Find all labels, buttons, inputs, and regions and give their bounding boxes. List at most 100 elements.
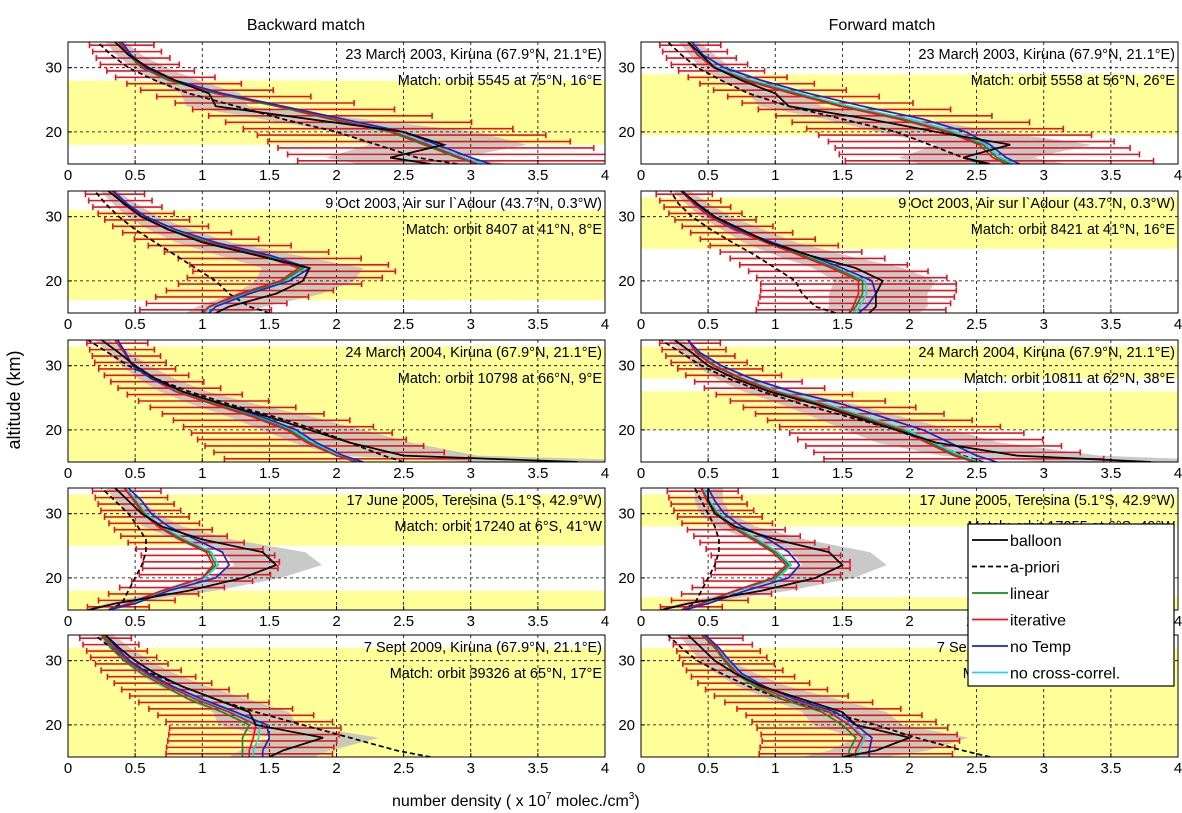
x-tick-label: 0.5	[125, 465, 146, 482]
x-tick-label: 0.5	[125, 167, 146, 184]
x-axis-label-exp: 7	[546, 791, 552, 802]
series-line-no-temp	[113, 191, 312, 313]
y-tick-label: 20	[45, 570, 62, 587]
x-tick-label: 1.5	[259, 167, 280, 184]
x-tick-label: 3.5	[527, 167, 548, 184]
x-tick-label: 1.5	[832, 613, 853, 630]
x-tick-label: 2.5	[966, 760, 987, 777]
x-tick-label: 2	[332, 613, 340, 630]
x-tick-label: 2	[332, 760, 340, 777]
panel-annotation-match: Match: orbit 5558 at 56°N, 26°E	[971, 73, 1176, 89]
legend-label: linear	[1010, 586, 1050, 603]
series-line-iterative	[702, 635, 864, 757]
panel-plot-area	[68, 488, 605, 610]
panel-plot-area	[68, 340, 605, 462]
panel-forward-1: 0 0.5 1 1.5 2 2.5 3 3.5 4 20 30 23 March 2003, Kiru…	[618, 41, 1182, 184]
series-line-a-priori	[101, 488, 147, 610]
x-tick-label: 1	[771, 613, 779, 630]
y-tick-label: 20	[45, 717, 62, 734]
series-line-iterative	[687, 42, 1007, 164]
x-tick-label: 1	[198, 465, 206, 482]
x-tick-label: 3.5	[1100, 167, 1121, 184]
x-tick-label: 0.5	[698, 760, 719, 777]
x-tick-label: 3.5	[527, 316, 548, 333]
x-tick-label: 3.5	[1100, 316, 1121, 333]
series-line-iterative	[108, 488, 215, 610]
panel-forward-3: 0 0.5 1 1.5 2 2.5 3 3.5 4 20 30 24 March 2004, Kiru…	[618, 339, 1182, 482]
highlight-band	[68, 590, 605, 610]
y-tick-label: 20	[618, 717, 635, 734]
series-line-a-priori	[669, 191, 836, 313]
y-tick-label: 30	[618, 653, 635, 670]
x-tick-label: 4	[1174, 167, 1182, 184]
series-line-balloon	[687, 635, 913, 757]
x-tick-label: 2.5	[393, 613, 414, 630]
panel-backward-1: 0 0.5 1 1.5 2 2.5 3 3.5 4 20 30 23 March 2003, Kiru…	[45, 41, 609, 184]
panel-annotation-site: 24 March 2004, Kiruna (67.9°N, 21.1°E)	[918, 345, 1175, 361]
x-tick-label: 0	[64, 316, 72, 333]
x-tick-label: 4	[601, 465, 609, 482]
x-tick-label: 2	[905, 316, 913, 333]
x-tick-label: 2.5	[393, 316, 414, 333]
series-line-balloon	[687, 42, 1011, 164]
x-tick-label: 1.5	[259, 465, 280, 482]
series-line-a-priori	[94, 635, 431, 757]
series-line-iterative	[687, 340, 975, 462]
column-title-backward: Backward match	[247, 17, 365, 34]
x-tick-label: 3	[467, 465, 475, 482]
x-tick-label: 0.5	[698, 465, 719, 482]
x-tick-label: 0	[637, 760, 645, 777]
x-tick-label: 2.5	[393, 760, 414, 777]
x-tick-label: 0	[637, 613, 645, 630]
series-line-balloon	[660, 488, 844, 610]
series-line-linear	[700, 635, 857, 757]
series-line-balloon	[114, 42, 448, 164]
y-tick-label: 20	[618, 570, 635, 587]
x-tick-label: 1	[198, 760, 206, 777]
series-line-iterative	[680, 191, 860, 313]
series-line-balloon	[674, 340, 1152, 462]
uncertainty-envelope	[678, 42, 1092, 164]
y-tick-label: 30	[618, 506, 635, 523]
x-tick-label: 3.5	[1100, 760, 1121, 777]
x-tick-label: 3	[1040, 760, 1048, 777]
legend: balloon a-priori linear iterative no Temp no …	[967, 523, 1175, 687]
series-line-balloon	[87, 488, 278, 610]
uncertainty-envelope	[105, 42, 527, 164]
x-tick-label: 1	[771, 167, 779, 184]
panel-annotation-site: 17 June 2005, Teresina (5.1°S, 42.9°W)	[346, 493, 602, 509]
column-title-forward: Forward match	[829, 17, 936, 34]
y-tick-label: 30	[45, 506, 62, 523]
x-tick-label: 0	[637, 316, 645, 333]
x-tick-label: 1.5	[832, 465, 853, 482]
legend-label: no cross-correl.	[1010, 666, 1120, 683]
panel-annotation-site: 7 Sept 2009, Kiruna (67.9°N, 21.1°E)	[364, 640, 602, 656]
y-tick-label: 20	[45, 422, 62, 439]
panel-annotation-site: 23 March 2003, Kiruna (67.9°N, 21.1°E)	[345, 47, 602, 63]
x-tick-label: 1	[198, 613, 206, 630]
legend-box	[967, 523, 1175, 687]
x-tick-label: 0.5	[125, 316, 146, 333]
panel-backward-4: 0 0.5 1 1.5 2 2.5 3 3.5 4 20 30 17 June 2005, Teres…	[45, 487, 609, 630]
y-tick-label: 20	[45, 124, 62, 141]
x-tick-label: 2	[905, 167, 913, 184]
y-tick-label: 20	[45, 273, 62, 290]
panel-annotation-match: Match: orbit 10798 at 66°N, 9°E	[398, 371, 603, 387]
x-tick-label: 1	[198, 316, 206, 333]
x-tick-label: 4	[601, 316, 609, 333]
panel-forward-2: 0 0.5 1 1.5 2 2.5 3 3.5 4 20 30 9 Oct 2003, Air sur…	[618, 190, 1182, 333]
x-tick-label: 2	[332, 167, 340, 184]
panel-annotation-site: 9 Oct 2003, Air sur l`Adour (43.7°N, 0.3…	[325, 196, 602, 212]
y-tick-label: 20	[618, 273, 635, 290]
x-tick-label: 1.5	[259, 760, 280, 777]
x-tick-label: 3	[1040, 465, 1048, 482]
x-axis-label: number density ( x 107 molec./cm3)	[392, 791, 640, 810]
y-tick-label: 30	[618, 60, 635, 77]
x-tick-label: 3	[1040, 316, 1048, 333]
x-tick-label: 0	[637, 167, 645, 184]
panel-plot-area	[68, 635, 605, 757]
x-tick-label: 0.5	[698, 167, 719, 184]
x-tick-label: 4	[601, 167, 609, 184]
series-line-balloon	[105, 635, 324, 757]
x-tick-label: 0	[64, 465, 72, 482]
